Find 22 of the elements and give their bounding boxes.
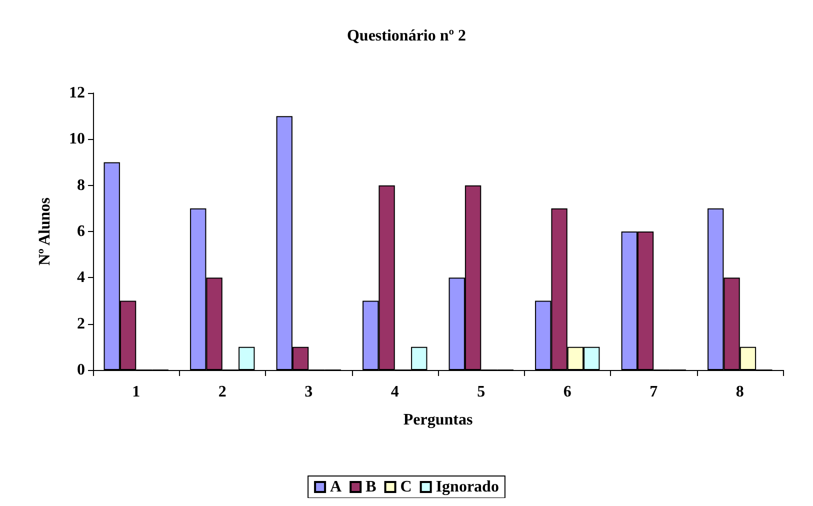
chart-title: Questionário nº 2 [346, 28, 466, 44]
y-tick-label: 4 [77, 269, 85, 286]
legend-label: C [400, 478, 412, 496]
legend-label: A [330, 478, 342, 496]
x-tick-label: 4 [390, 384, 399, 400]
x-tick-label: 3 [304, 384, 313, 400]
x-tick-label: 8 [736, 384, 744, 400]
x-tick-label: 5 [477, 384, 486, 400]
x-tick-label: 2 [218, 384, 226, 400]
y-tick-label: 0 [77, 362, 85, 378]
y-tick-label: 2 [77, 315, 85, 332]
legend-label: B [366, 478, 377, 496]
x-tick-label: 7 [650, 384, 658, 400]
y-tick-label: 12 [69, 84, 85, 102]
x-axis-title: Perguntas [403, 412, 473, 428]
y-tick-label: 8 [77, 176, 85, 194]
x-tick-label: 6 [563, 384, 572, 400]
legend-label: Ignorado [436, 478, 499, 496]
x-tick-label: 1 [132, 384, 140, 400]
y-axis-title: Nº Alunos [36, 198, 54, 266]
y-tick-label: 10 [69, 130, 85, 148]
y-tick-label: 6 [77, 223, 85, 240]
